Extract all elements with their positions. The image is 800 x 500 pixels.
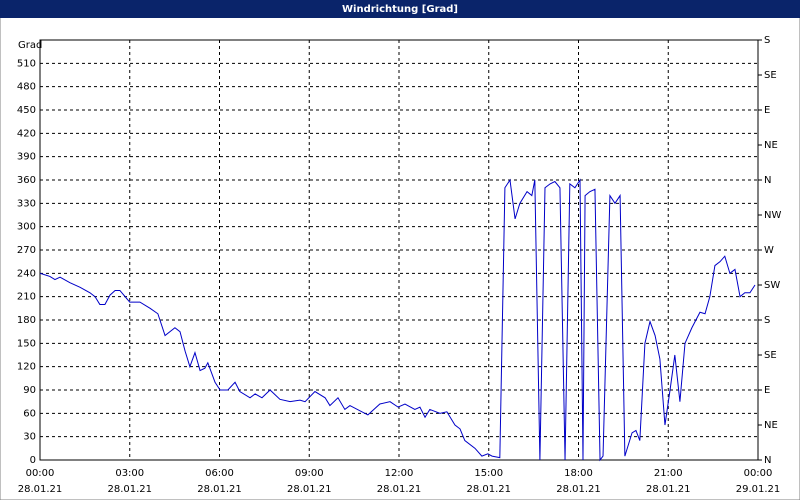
y2-tick-label: NE — [764, 140, 778, 151]
y-tick-label: 450 — [17, 105, 36, 116]
y2-tick-label: S — [764, 35, 770, 46]
x-tick-date: 29.01.21 — [736, 484, 781, 495]
chart-title: Windrichtung [Grad] — [342, 4, 458, 15]
y-tick-label: 150 — [17, 338, 36, 349]
x-tick-label: 00:00 — [744, 468, 773, 479]
x-tick-label: 06:00 — [205, 468, 234, 479]
x-tick-date: 28.01.21 — [197, 484, 242, 495]
x-tick-date: 28.01.21 — [18, 484, 63, 495]
y-tick-label: 120 — [17, 362, 36, 373]
title-bar — [0, 0, 800, 18]
y2-tick-label: SW — [764, 280, 780, 291]
data-line — [39, 178, 756, 462]
y2-tick-label: W — [764, 245, 774, 256]
plot-border — [39, 39, 759, 461]
y-tick-label: 60 — [23, 408, 36, 419]
x-tick-label: 00:00 — [26, 468, 55, 479]
plot: 0 30 60 90 120 150 180 210 240 270 300 330 360 390 420… — [17, 35, 782, 495]
y-tick-label: 30 — [23, 432, 36, 443]
y-tick-label: 330 — [17, 198, 36, 209]
y-tick-label: 510 — [17, 58, 36, 69]
y-tick-label: 480 — [17, 82, 36, 93]
y-tick-label: 180 — [17, 315, 36, 326]
x-tick-date: 28.01.21 — [107, 484, 152, 495]
x-tick-date: 28.01.21 — [646, 484, 691, 495]
y2-tick-label: NW — [764, 210, 781, 221]
y2-tick-label: SE — [764, 70, 777, 81]
y-tick-label: 420 — [17, 128, 36, 139]
y-tick-label: 270 — [17, 245, 36, 256]
y2-tick-label: N — [764, 175, 771, 186]
y2-tick-label: E — [764, 105, 770, 116]
x-tick-date: 28.01.21 — [287, 484, 332, 495]
x-tick-label: 09:00 — [295, 468, 324, 479]
y-tick-label: 300 — [17, 222, 36, 233]
x-tick-date: 28.01.21 — [556, 484, 601, 495]
x-tick-label: 21:00 — [654, 468, 683, 479]
y2-tick-label: E — [764, 385, 770, 396]
x-tick-date: 28.01.21 — [377, 484, 422, 495]
x-tick-date: 28.01.21 — [466, 484, 511, 495]
y-axis-label: Grad — [18, 40, 42, 51]
y-tick-label: 210 — [17, 292, 36, 303]
y2-tick-label: NE — [764, 420, 778, 431]
y-tick-label: 360 — [17, 175, 36, 186]
y2-tick-label: SE — [764, 350, 777, 361]
x-tick-label: 12:00 — [385, 468, 414, 479]
x-tick-label: 15:00 — [474, 468, 503, 479]
y-tick-label: 90 — [23, 385, 36, 396]
y-tick-label: 240 — [17, 268, 36, 279]
x-tick-label: 03:00 — [115, 468, 144, 479]
y2-tick-label: S — [764, 315, 770, 326]
y-tick-label: 0 — [30, 455, 36, 466]
x-tick-label: 18:00 — [564, 468, 593, 479]
y2-tick-label: N — [764, 455, 771, 466]
y-tick-label: 390 — [17, 152, 36, 163]
